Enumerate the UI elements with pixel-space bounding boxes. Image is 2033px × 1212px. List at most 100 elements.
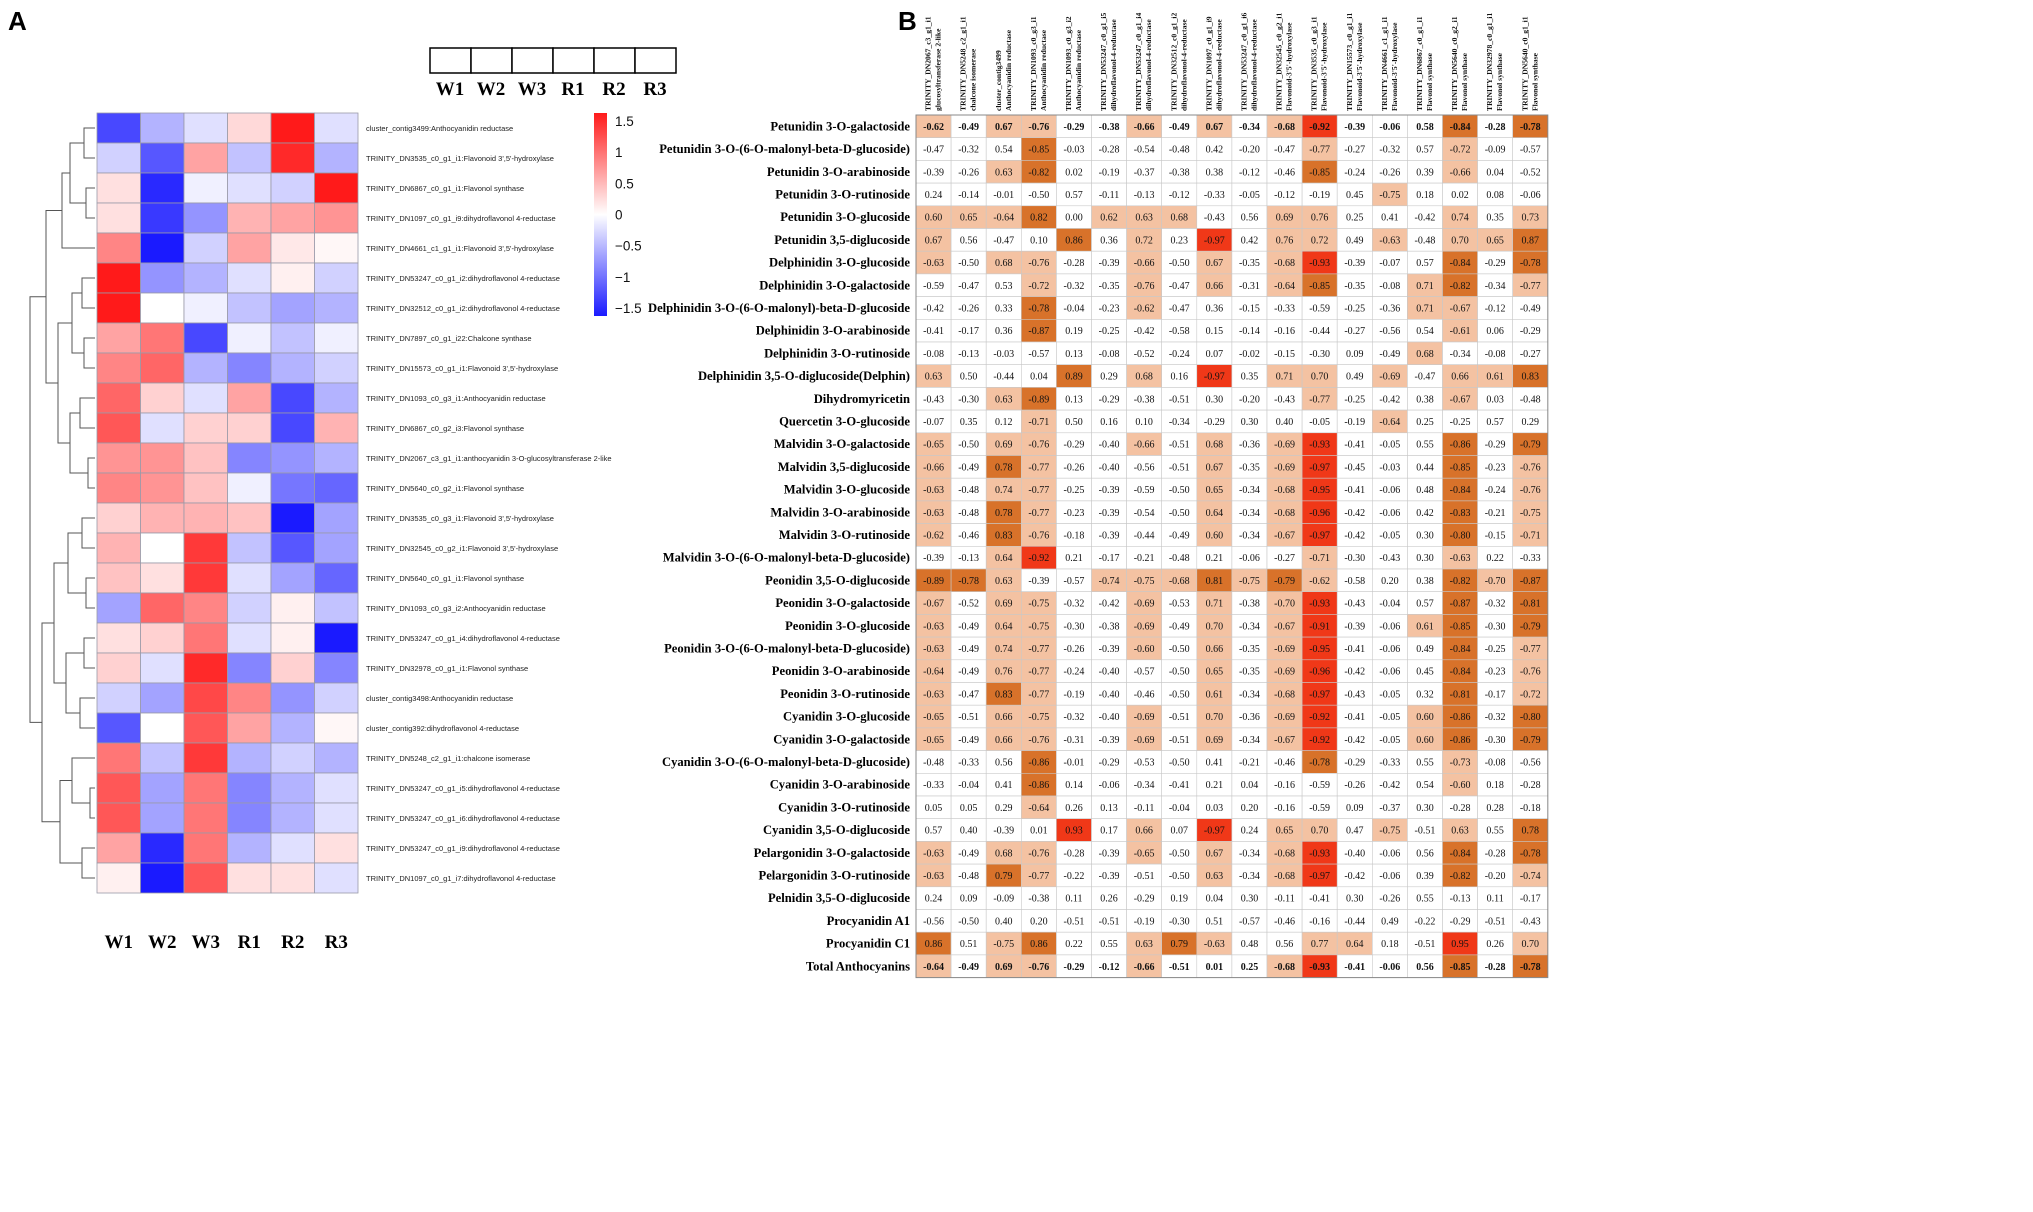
table-cell-value: -0.54 (1134, 145, 1155, 156)
row-label: Cyanidin 3-O-glucoside (783, 710, 910, 724)
sample-legend-swatch (634, 47, 677, 74)
heatmap-cell (270, 262, 315, 294)
table-cell-value: -0.30 (1169, 916, 1190, 927)
table-cell-value: -0.69 (1274, 712, 1295, 723)
table-cell-value: -0.29 (1520, 326, 1541, 337)
column-header-id: TRINITY_DN53247_c0_g1_i6 (1239, 12, 1248, 111)
table-cell-value: -0.66 (1134, 258, 1155, 269)
table-cell-value: 0.87 (1522, 235, 1540, 246)
heatmap-cell (183, 262, 228, 294)
table-cell-value: 0.12 (995, 417, 1013, 428)
table-cell-value: 0.19 (1065, 326, 1083, 337)
heatmap-cell (183, 682, 228, 714)
table-cell-value: -0.41 (1344, 485, 1365, 496)
table-cell-value: -0.50 (1169, 871, 1190, 882)
table-cell-value: 0.30 (1206, 394, 1224, 405)
table-cell-value: -0.43 (1379, 553, 1400, 564)
heatmap-cell (314, 382, 359, 414)
table-cell-value: -0.42 (923, 303, 944, 314)
table-cell-value: -0.40 (1099, 462, 1120, 473)
table-cell-value: -0.70 (1485, 576, 1506, 587)
table-cell-value: 0.68 (1135, 372, 1153, 383)
table-cell-value: 0.65 (1206, 667, 1224, 678)
heatmap-cell (227, 172, 272, 204)
table-cell-value: 0.03 (1206, 803, 1224, 814)
table-cell-value: -0.63 (1379, 235, 1400, 246)
table-cell-value: -0.29 (1064, 440, 1085, 451)
table-cell-value: -0.38 (1169, 167, 1190, 178)
sample-legend-swatch (429, 47, 472, 74)
heatmap-cell (140, 532, 185, 564)
table-cell-value: -0.33 (1204, 190, 1225, 201)
table-cell-value: -0.29 (1344, 757, 1365, 768)
table-cell-value: -0.78 (1520, 848, 1541, 859)
table-cell-value: -0.68 (1274, 848, 1295, 859)
table-cell-value: -0.34 (1239, 735, 1260, 746)
row-label: Delphinidin 3-O-(6-O-malonyl)-beta-D-glu… (648, 301, 910, 315)
table-cell-value: -0.67 (1450, 303, 1471, 314)
table-cell-value: 0.51 (960, 939, 978, 950)
table-cell-value: 0.58 (1416, 122, 1434, 133)
table-cell-value: 0.35 (960, 417, 978, 428)
table-cell-value: -0.63 (923, 508, 944, 519)
heatmap-row-label: TRINITY_DN32545_c0_g2_i1:Flavonoid 3',5'… (366, 544, 558, 553)
table-cell-value: -0.44 (993, 372, 1014, 383)
row-label: Peonidin 3,5-O-diglucoside (765, 573, 910, 587)
color-scale-tick-label: 0 (615, 208, 623, 223)
table-cell-value: 0.38 (1206, 167, 1224, 178)
table-cell-value: 0.24 (925, 894, 943, 905)
table-cell-value: 0.67 (1206, 848, 1224, 859)
table-cell-value: -0.03 (1379, 462, 1400, 473)
heatmap-cell (227, 142, 272, 174)
table-cell-value: -0.35 (1239, 462, 1260, 473)
table-cell-value: -0.49 (1169, 122, 1190, 133)
table-cell-value: -0.48 (1415, 235, 1436, 246)
heatmap-cell (96, 802, 141, 834)
table-cell-value: 0.42 (1416, 508, 1434, 519)
table-cell-value: -0.20 (1239, 394, 1260, 405)
dendrogram-branch (61, 172, 95, 249)
table-cell-value: 0.32 (1416, 689, 1434, 700)
table-cell-value: -0.70 (1274, 599, 1295, 610)
table-cell-value: -0.34 (1485, 281, 1506, 292)
row-label: Cyanidin 3-O-galactoside (773, 732, 910, 746)
table-cell-value: -0.53 (1134, 757, 1155, 768)
table-cell-value: -0.05 (1379, 530, 1400, 541)
table-cell-value: -0.28 (1520, 780, 1541, 791)
heatmap-cell (270, 532, 315, 564)
table-cell-value: -0.49 (958, 735, 979, 746)
table-cell-value: -0.87 (1450, 599, 1471, 610)
table-cell-value: -0.15 (1485, 530, 1506, 541)
table-cell-value: -0.35 (1344, 281, 1365, 292)
table-cell-value: -0.08 (1485, 757, 1506, 768)
table-cell-value: 0.79 (1171, 939, 1189, 950)
table-cell-value: -0.49 (958, 962, 979, 973)
table-cell-value: 0.69 (995, 962, 1013, 973)
heatmap-cell (183, 172, 228, 204)
table-cell-value: -0.66 (1450, 167, 1471, 178)
table-cell-value: -0.48 (958, 485, 979, 496)
heatmap-cell (183, 652, 228, 684)
table-cell-value: 0.67 (1206, 258, 1224, 269)
column-header-desc: Flavonol synthase (1425, 52, 1434, 111)
heatmap-cell (140, 802, 185, 834)
table-cell-value: 0.55 (1416, 757, 1434, 768)
heatmap-cell (96, 622, 141, 654)
table-cell-value: 0.77 (1311, 939, 1329, 950)
table-cell-value: -0.08 (1485, 349, 1506, 360)
table-cell-value: 0.63 (1135, 939, 1153, 950)
heatmap-cell (270, 832, 315, 864)
table-cell-value: 0.22 (1065, 939, 1083, 950)
heatmap-row-label: TRINITY_DN6867_c0_g2_i3:Flavonol synthas… (366, 424, 524, 433)
table-cell-value: 0.70 (1522, 939, 1540, 950)
table-cell-value: -0.51 (1134, 871, 1155, 882)
table-cell-value: -0.59 (1309, 303, 1330, 314)
table-cell-value: -0.65 (1134, 848, 1155, 859)
table-cell-value: 0.54 (1416, 326, 1434, 337)
row-label: Cyanidin 3,5-O-diglucoside (763, 823, 910, 837)
heatmap-cell (96, 442, 141, 474)
table-cell-value: 0.63 (995, 576, 1013, 587)
table-cell-value: 0.30 (1416, 803, 1434, 814)
table-cell-value: 0.60 (1206, 530, 1224, 541)
table-cell-value: -0.75 (1379, 826, 1400, 837)
